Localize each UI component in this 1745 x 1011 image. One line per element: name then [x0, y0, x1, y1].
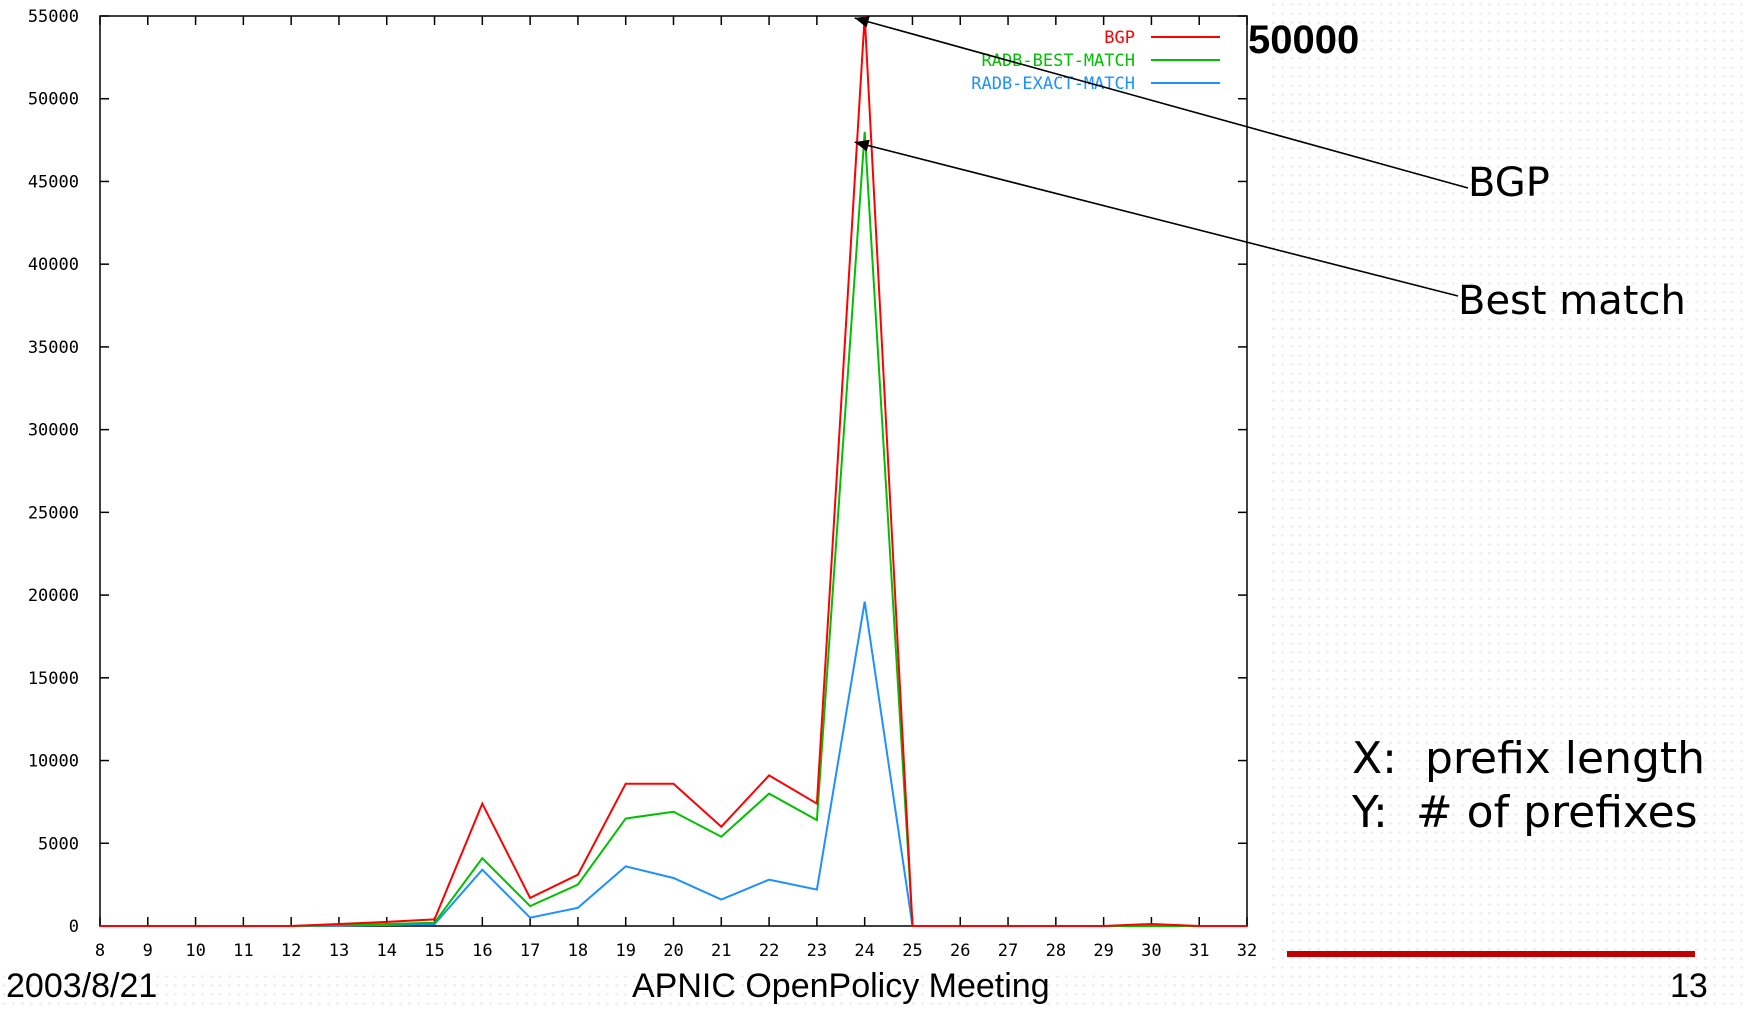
- x-tick-label: 22: [759, 941, 779, 961]
- x-tick-label: 32: [1237, 941, 1257, 961]
- x-tick-label: 11: [233, 941, 253, 961]
- y-tick-label: 40000: [28, 255, 79, 275]
- bgp-callout-label: BGP: [1468, 160, 1550, 206]
- x-tick-label: 31: [1189, 941, 1209, 961]
- x-tick-label: 14: [377, 941, 397, 961]
- page-number: 13: [1670, 967, 1708, 1005]
- x-tick-label: 9: [143, 941, 153, 961]
- x-tick-label: 21: [711, 941, 731, 961]
- x-axis-note: X: prefix length: [1352, 733, 1706, 784]
- x-tick-label: 10: [185, 941, 205, 961]
- peak-value-label: 50000: [1248, 18, 1360, 62]
- legend-label: RADB-BEST-MATCH: [981, 51, 1135, 71]
- best-match-callout-label: Best match: [1458, 278, 1686, 324]
- x-tick-label: 17: [520, 941, 540, 961]
- series-line-radb-exact-match: [100, 601, 1247, 927]
- x-tick-label: 18: [568, 941, 588, 961]
- x-tick-label: 23: [807, 941, 827, 961]
- y-tick-label: 45000: [28, 172, 79, 192]
- x-tick-label: 20: [663, 941, 683, 961]
- x-tick-label: 29: [1093, 941, 1113, 961]
- x-tick-label: 24: [854, 941, 874, 961]
- x-tick-label: 8: [95, 941, 105, 961]
- legend-label: BGP: [1104, 28, 1135, 48]
- x-tick-label: 26: [950, 941, 970, 961]
- x-tick-label: 12: [281, 941, 301, 961]
- y-tick-label: 30000: [28, 421, 79, 441]
- x-tick-label: 30: [1141, 941, 1161, 961]
- y-tick-label: 20000: [28, 586, 79, 606]
- x-tick-label: 27: [998, 941, 1018, 961]
- y-tick-label: 0: [69, 917, 79, 937]
- y-tick-label: 55000: [28, 7, 79, 27]
- line-chart: 0 5000 10000 15000 20000 25000 30000 35000 40000…: [28, 7, 1257, 961]
- legend-label: RADB-EXACT-MATCH: [971, 74, 1135, 94]
- chart-panel: 0 5000 10000 15000 20000 25000 30000 35000 40000…: [27, 7, 1258, 961]
- x-tick-label: 13: [329, 941, 349, 961]
- series-line-radb-best-match: [100, 131, 1247, 927]
- y-tick-label: 35000: [28, 338, 79, 358]
- footer-date: 2003/8/21: [6, 967, 158, 1005]
- y-tick-label: 50000: [28, 90, 79, 110]
- y-tick-label: 15000: [28, 669, 79, 689]
- y-tick-label: 5000: [38, 834, 79, 854]
- x-tick-label: 25: [902, 941, 922, 961]
- x-tick-label: 28: [1046, 941, 1066, 961]
- y-tick-label: 25000: [28, 503, 79, 523]
- x-tick-label: 16: [472, 941, 492, 961]
- plot-frame: [99, 15, 1248, 927]
- y-axis-note: Y: # of prefixes: [1352, 787, 1698, 838]
- y-tick-label: 10000: [28, 752, 79, 772]
- footer-rule: [1287, 951, 1695, 957]
- x-tick-label: 15: [424, 941, 444, 961]
- series-line-bgp: [100, 15, 1247, 927]
- footer-title: APNIC OpenPolicy Meeting: [632, 967, 1050, 1005]
- x-tick-label: 19: [615, 941, 635, 961]
